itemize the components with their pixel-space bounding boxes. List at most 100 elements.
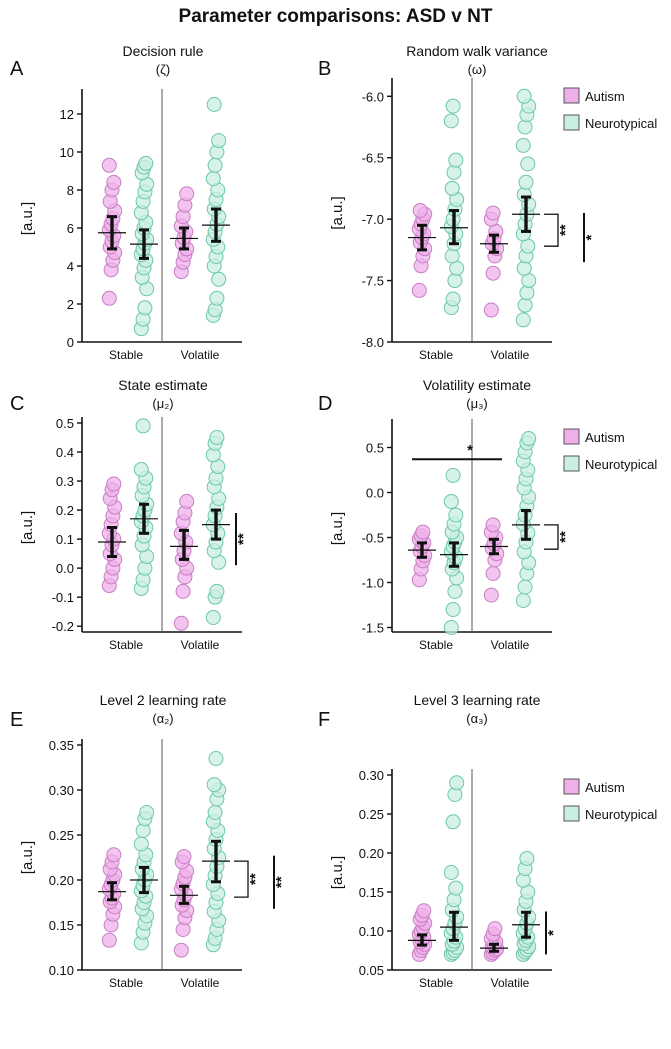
y-tick-label: 0.0 (366, 486, 384, 501)
panel-b: B Random walk variance (ω) [a.u.] -8.0 -7.5 -7… (318, 43, 657, 362)
data-point (519, 850, 535, 866)
legend-swatch-neurotypical (563, 805, 580, 822)
data-point (101, 290, 117, 306)
y-axis-label: [a.u.] (19, 202, 36, 235)
data-point (211, 271, 227, 287)
y-tick-label: 0.30 (359, 768, 384, 783)
panel-title: Random walk variance (406, 43, 548, 59)
data-point (487, 921, 503, 937)
data-point (205, 171, 221, 187)
data-point (207, 805, 223, 820)
data-point (517, 119, 533, 135)
data-point (448, 152, 464, 168)
data-point (133, 461, 149, 477)
legend-label-autism: Autism (585, 430, 625, 445)
legend-label-neurotypical: Neurotypical (585, 116, 657, 131)
data-point (106, 847, 122, 863)
series-neurotypical-stable (440, 98, 468, 316)
significance-stars: ** (247, 873, 264, 885)
panel-subtitle: (μ₃) (466, 396, 487, 411)
data-point (209, 290, 225, 306)
data-point (518, 174, 534, 190)
series-autism-stable (98, 476, 126, 594)
data-point (443, 113, 459, 129)
data-point (209, 583, 225, 599)
panel-title: Volatility estimate (423, 377, 531, 393)
data-point (520, 156, 536, 172)
legend: Autism Neurotypical (563, 87, 657, 131)
data-point (483, 302, 499, 318)
y-tick-label: 0.25 (359, 807, 384, 822)
y-tick-label: 0.5 (56, 416, 74, 431)
data-point (445, 814, 461, 830)
series-autism-stable (408, 524, 436, 588)
data-point (444, 180, 460, 196)
significance-stars: * (583, 234, 600, 240)
data-point (176, 849, 192, 865)
y-axis-label: [a.u.] (329, 512, 346, 545)
significance-stars: ** (557, 531, 574, 543)
data-point (445, 291, 461, 307)
legend-swatch-autism (563, 428, 580, 445)
y-tick-label: 2 (67, 297, 74, 312)
x-tick-label-stable: Stable (109, 638, 143, 652)
data-point (447, 584, 463, 599)
panel-f: F Level 3 learning rate (α₃) [a.u.] 0.05 0.10… (318, 692, 657, 990)
data-point (207, 157, 223, 173)
series-neurotypical-volatile (512, 850, 540, 962)
panel-title: Level 3 learning rate (414, 692, 541, 708)
panel-subtitle: (ω) (468, 62, 487, 77)
data-point (106, 476, 122, 492)
data-point (516, 187, 532, 203)
significance-bracket (544, 213, 559, 247)
legend: Autism Neurotypical (563, 778, 657, 822)
data-point (485, 566, 501, 581)
series-autism-volatile (480, 517, 508, 603)
panel-letter: C (10, 393, 24, 415)
x-tick-label-stable: Stable (109, 348, 143, 362)
x-tick-label-stable: Stable (419, 348, 453, 362)
data-point (515, 137, 531, 153)
data-point (516, 88, 532, 104)
y-tick-label: 0.20 (359, 846, 384, 861)
panel-subtitle: (α₂) (152, 711, 173, 726)
data-point (101, 932, 117, 948)
data-point (179, 186, 195, 202)
data-point (209, 430, 225, 446)
data-point (517, 297, 533, 313)
legend-label-neurotypical: Neurotypical (585, 457, 657, 472)
panel-letter: A (10, 58, 24, 80)
y-tick-label: 0.0 (56, 561, 74, 576)
significance-stars: * (467, 442, 473, 459)
y-tick-label: -8.0 (362, 335, 384, 350)
series-neurotypical-volatile (202, 430, 230, 625)
data-point (412, 203, 428, 219)
series-autism-volatile (480, 205, 508, 318)
y-axis-label: [a.u.] (329, 856, 346, 889)
y-tick-label: -1.0 (362, 576, 384, 591)
legend: Autism Neurotypical (563, 428, 657, 472)
data-point (415, 524, 431, 540)
panel-letter: B (318, 58, 331, 80)
series-autism-stable (98, 157, 126, 306)
y-tick-label: -6.5 (362, 151, 384, 166)
y-tick-label: 0 (67, 335, 74, 350)
y-tick-label: 0.4 (56, 445, 74, 460)
data-point (449, 775, 465, 791)
data-point (443, 865, 459, 880)
series-autism-stable (408, 203, 436, 298)
series-autism-volatile (480, 921, 508, 962)
legend-swatch-autism (563, 778, 580, 795)
data-point (485, 265, 501, 281)
panel-title: Level 2 learning rate (100, 692, 227, 708)
y-tick-label: -7.0 (362, 212, 384, 227)
y-tick-label: 0.5 (366, 441, 384, 456)
y-tick-label: -7.5 (362, 274, 384, 289)
x-tick-label-volatile: Volatile (491, 348, 530, 362)
x-tick-label-stable: Stable (109, 976, 143, 990)
panel-letter: F (318, 709, 330, 731)
series-neurotypical-stable (130, 418, 158, 596)
significance-stars: ** (273, 876, 290, 888)
data-point (519, 285, 535, 301)
y-tick-label: 0.25 (49, 828, 74, 843)
